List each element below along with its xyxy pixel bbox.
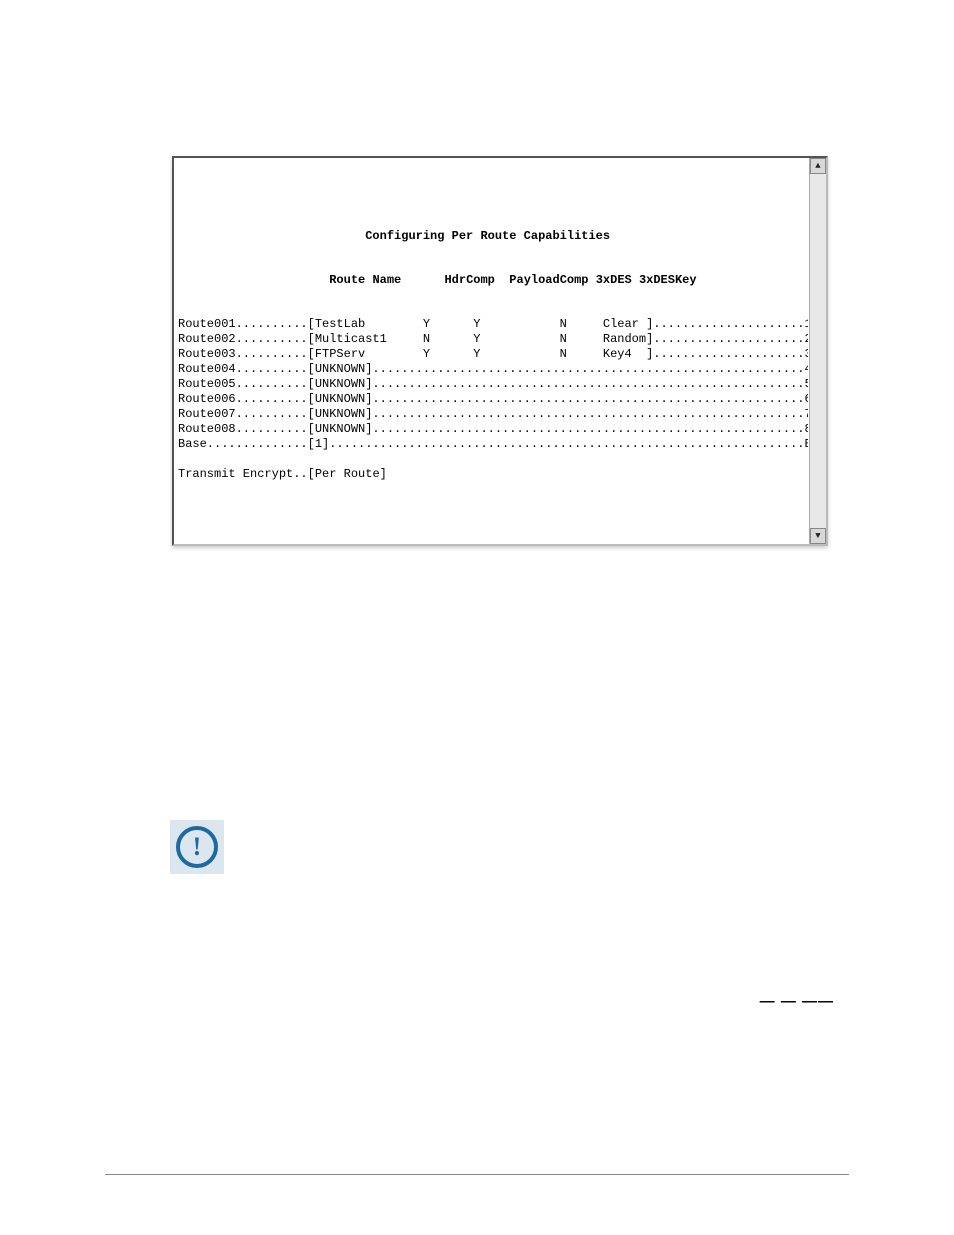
scroll-up-icon[interactable]: ▲	[810, 158, 826, 174]
route-row[interactable]: Route003..........[FTPServ Y Y N Key4 ].…	[178, 347, 808, 362]
scrollbar[interactable]: ▲ ▼	[809, 158, 826, 544]
route-row-unknown[interactable]: Route007..........[UNKNOWN].............…	[178, 407, 808, 422]
terminal-content: Configuring Per Route Capabilities Route…	[178, 164, 808, 540]
column-headers: Route Name HdrComp PayloadComp 3xDES 3xD…	[178, 273, 808, 288]
route-row-unknown[interactable]: Route005..........[UNKNOWN].............…	[178, 377, 808, 392]
route-row[interactable]: Route001..........[TestLab Y Y N Clear ]…	[178, 317, 808, 332]
terminal-window: ▲ ▼ Configuring Per Route Capabilities R…	[172, 156, 828, 546]
scroll-down-icon[interactable]: ▼	[810, 528, 826, 544]
alert-icon: !	[170, 820, 224, 874]
route-row-unknown[interactable]: Route008..........[UNKNOWN].............…	[178, 422, 808, 437]
base-row[interactable]: Base..............[1]...................…	[178, 437, 808, 452]
horizontal-rule	[105, 1174, 849, 1175]
terminal-title: Configuring Per Route Capabilities	[178, 229, 808, 244]
transmit-encrypt: Transmit Encrypt..[Per Route]	[178, 467, 808, 482]
exclamation-icon: !	[176, 826, 218, 868]
route-row[interactable]: Route002..........[Multicast1 N Y N Rand…	[178, 332, 808, 347]
route-row-unknown[interactable]: Route006..........[UNKNOWN].............…	[178, 392, 808, 407]
dash-marks: — — ——	[760, 993, 834, 1010]
route-row-unknown[interactable]: Route004..........[UNKNOWN].............…	[178, 362, 808, 377]
